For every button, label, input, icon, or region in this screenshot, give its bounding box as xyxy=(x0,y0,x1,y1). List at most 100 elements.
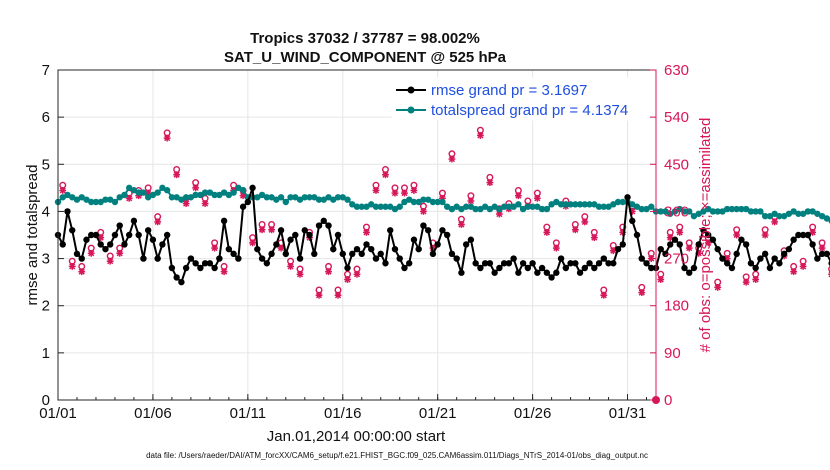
rmse-point xyxy=(553,269,560,276)
rmse-point xyxy=(776,260,783,267)
totalspread-point xyxy=(420,196,427,203)
y2-tick-label: 450 xyxy=(664,156,689,173)
totalspread-point xyxy=(799,210,807,217)
axis-ticks: 0 1 2 3 4 5 6 7 0 90 180 270 360 450 540 630 01/01 01/06 0… xyxy=(39,62,689,422)
rmse-point xyxy=(144,227,152,234)
totalspread-point xyxy=(140,189,147,196)
obs-assimilated-stroke xyxy=(420,208,427,215)
rmse-point xyxy=(163,231,171,239)
totalspread-point xyxy=(292,194,299,201)
totalspread-point xyxy=(415,198,422,206)
totalspread-point xyxy=(206,189,214,196)
obs-assimilated-point xyxy=(581,218,589,226)
totalspread-point xyxy=(690,212,698,220)
legend-spread-marker xyxy=(407,106,415,114)
rmse-point xyxy=(648,264,655,272)
totalspread-point xyxy=(439,198,446,206)
totalspread-point xyxy=(510,203,517,210)
rmse-point xyxy=(239,203,247,210)
rmse-point xyxy=(591,264,598,272)
totalspread-point xyxy=(92,198,100,206)
totalspread-point xyxy=(401,198,408,206)
rmse-point xyxy=(382,260,389,267)
totalspread-point xyxy=(648,203,655,210)
totalspread-point xyxy=(277,194,285,201)
y2-tick-label: 540 xyxy=(664,109,689,126)
data-file-footer: data file: /Users/raeder/DAI/ATM_forcXX/… xyxy=(146,451,648,460)
totalspread-point xyxy=(443,203,451,210)
obs-assimilated-stroke xyxy=(116,250,123,257)
obs-assimilated-point xyxy=(382,171,389,179)
rmse-point xyxy=(496,264,503,272)
totalspread-point xyxy=(182,194,190,201)
obs-assimilated-stroke xyxy=(154,218,161,225)
rmse-point xyxy=(168,264,176,272)
rmse-point xyxy=(159,241,166,248)
totalspread-point xyxy=(600,203,607,210)
obs-assimilated-point xyxy=(268,226,275,234)
totalspread-point xyxy=(396,203,403,210)
rmse-point xyxy=(795,231,802,239)
obs-assimilated-point xyxy=(590,234,598,242)
totalspread-point xyxy=(315,196,323,203)
rmse-point xyxy=(524,264,532,272)
totalspread-point xyxy=(78,194,85,201)
y-tick-label: 0 xyxy=(42,392,50,409)
obs-assimilated-point xyxy=(704,239,712,247)
totalspread-point xyxy=(676,205,683,213)
legend: rmse grand pr = 3.1697 totalspread grand… xyxy=(391,77,650,121)
totalspread-point xyxy=(225,191,233,199)
rmse-point xyxy=(258,255,266,262)
rmse-point xyxy=(709,236,717,243)
rmse-point xyxy=(83,236,90,243)
obs-assimilated-point xyxy=(68,263,76,270)
totalspread-point xyxy=(785,210,793,217)
totalspread-point xyxy=(619,198,626,206)
totalspread-point xyxy=(163,187,171,194)
obs-assimilated-stroke xyxy=(496,210,503,218)
totalspread-point xyxy=(823,215,830,222)
totalspread-point xyxy=(814,210,821,217)
obs-assimilated-point xyxy=(182,200,190,207)
totalspread-point xyxy=(235,184,242,192)
totalspread-point xyxy=(576,201,584,208)
totalspread-point xyxy=(334,194,342,201)
totalspread-point xyxy=(481,203,489,210)
rmse-point xyxy=(88,231,95,239)
totalspread-point xyxy=(107,196,114,203)
rmse-point xyxy=(254,245,261,253)
obs-assimilated-point xyxy=(476,132,484,139)
rmse-point xyxy=(510,255,517,262)
totalspread-point xyxy=(723,205,731,213)
rmse-point xyxy=(818,250,826,258)
rmse-point xyxy=(610,260,617,267)
rmse-point xyxy=(396,255,403,262)
rmse-point xyxy=(282,250,290,258)
rmse-point xyxy=(187,255,195,262)
obs-assimilated-point xyxy=(799,263,807,270)
rmse-point xyxy=(320,217,327,225)
rmse-point xyxy=(206,260,214,267)
rmse-point xyxy=(64,208,71,215)
grid-lines xyxy=(57,69,656,401)
totalspread-point xyxy=(548,201,555,208)
y2-tick-label: 180 xyxy=(664,298,689,315)
obs-assimilated-point xyxy=(344,276,351,283)
obs-assimilated-point xyxy=(458,221,465,228)
obs-assimilated-point xyxy=(552,244,560,252)
totalspread-point xyxy=(339,194,346,201)
rmse-point xyxy=(140,255,147,262)
totalspread-point xyxy=(686,208,693,215)
obs-assimilated-stroke xyxy=(59,187,66,194)
rmse-point xyxy=(462,241,470,248)
y2-tick-label: 270 xyxy=(664,251,689,268)
rmse-point xyxy=(353,245,361,253)
rmse-point xyxy=(73,250,81,258)
rmse-point xyxy=(268,250,275,258)
rmse-point xyxy=(372,255,380,262)
totalspread-point xyxy=(387,203,394,210)
rmse-point xyxy=(534,269,541,276)
obs-assimilated-stroke xyxy=(126,195,133,202)
totalspread-point xyxy=(505,203,513,210)
totalspread-point xyxy=(83,196,90,203)
